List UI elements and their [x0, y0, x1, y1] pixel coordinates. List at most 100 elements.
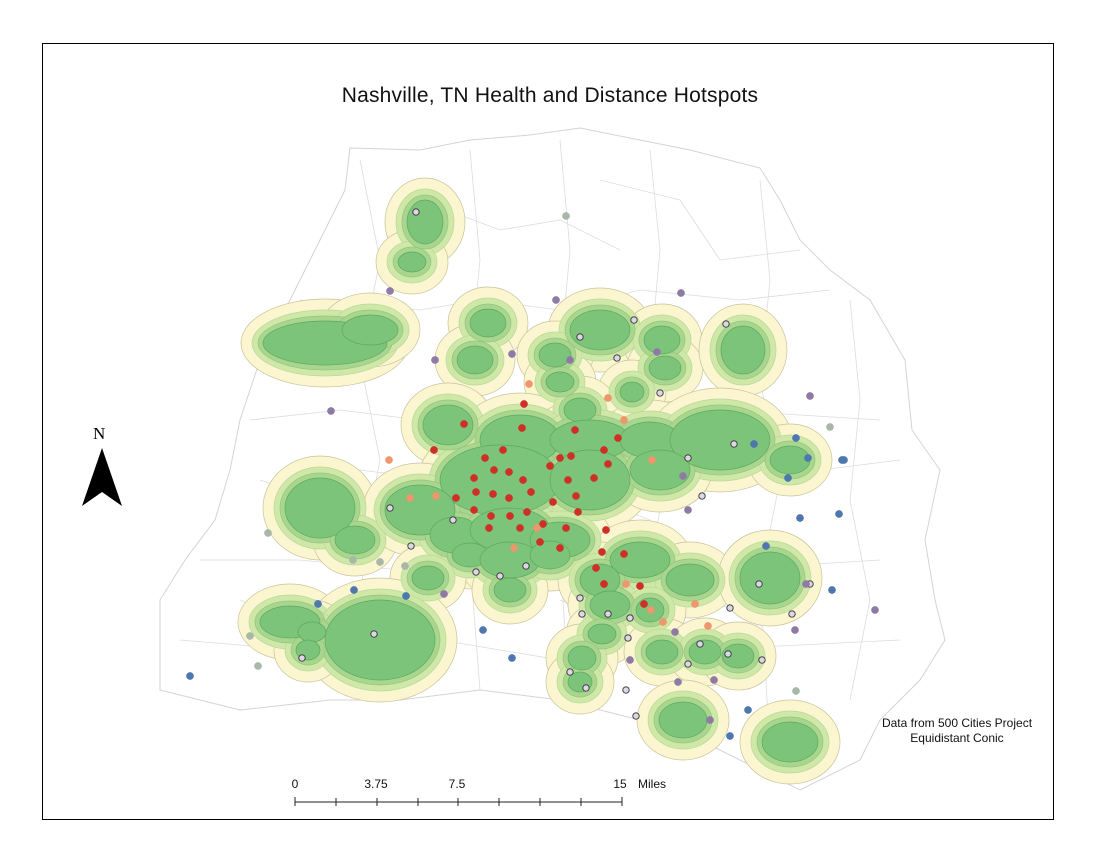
data-point-marker	[376, 558, 384, 566]
hotspot-buffer-ring	[721, 643, 755, 669]
data-point-marker	[518, 424, 526, 432]
hotspot-buffer-ring	[341, 314, 399, 346]
hotspot-buffer-ring	[648, 355, 682, 381]
hotspot-buffer-ring	[643, 325, 681, 355]
data-point-marker	[684, 660, 692, 668]
hotspot-buffer-ring	[284, 477, 356, 539]
data-point-marker	[314, 600, 322, 608]
data-point-marker	[412, 208, 420, 216]
data-point-marker	[620, 416, 628, 424]
hotspot-buffer-ring	[739, 551, 801, 605]
data-point-marker	[614, 434, 622, 442]
hotspot-buffer-ring	[658, 701, 708, 739]
data-point-marker	[401, 562, 409, 570]
data-point-marker	[449, 516, 457, 524]
data-point-marker	[481, 454, 489, 462]
data-point-marker	[505, 468, 513, 476]
data-point-marker	[432, 492, 440, 500]
data-point-marker	[604, 394, 612, 402]
data-point-marker	[684, 454, 692, 462]
data-point-marker	[828, 586, 836, 594]
data-point-marker	[506, 512, 514, 520]
data-point-marker	[691, 600, 699, 608]
data-point-marker	[696, 640, 704, 648]
data-point-marker	[496, 572, 504, 580]
hotspot-buffer-ring	[589, 590, 631, 620]
scale-tick-label: 3.75	[364, 777, 388, 791]
data-point-marker	[674, 678, 682, 686]
data-point-marker	[659, 618, 667, 626]
data-point-marker	[792, 434, 800, 442]
data-point-marker	[186, 672, 194, 680]
hotspot-buffer-ring	[493, 577, 527, 603]
hotspot-buffer-ring	[619, 381, 645, 403]
hotspot-buffer-ring	[538, 342, 572, 368]
data-point-marker	[804, 454, 812, 462]
data-point-marker	[755, 580, 763, 588]
data-point-marker	[533, 524, 541, 532]
data-point-marker	[407, 542, 415, 550]
hotspot-buffer-ring	[297, 621, 327, 643]
data-point-marker	[656, 389, 664, 397]
data-point-marker	[350, 586, 358, 594]
data-point-marker	[677, 289, 685, 297]
scale-tick-label: 0	[291, 777, 299, 791]
data-point-marker	[527, 488, 535, 496]
hotspot-buffer-ring	[761, 721, 819, 763]
hotspot-buffer-ring	[545, 371, 575, 393]
data-point-marker	[516, 524, 524, 532]
data-point-marker	[525, 380, 533, 388]
data-point-marker	[349, 556, 357, 564]
data-point-marker	[576, 333, 584, 341]
data-point-marker	[485, 524, 493, 532]
data-point-marker	[744, 706, 752, 714]
data-point-marker	[460, 420, 468, 428]
data-point-marker	[598, 548, 606, 556]
data-point-marker	[632, 712, 640, 720]
data-point-marker	[546, 462, 554, 470]
data-point-marker	[520, 400, 528, 408]
hotspot-buffer-ring	[609, 541, 671, 579]
hotspot-buffer-ring	[569, 309, 631, 351]
data-point-marker	[490, 466, 498, 474]
hotspot-buffer-ring	[406, 199, 444, 245]
data-point-marker	[246, 632, 254, 640]
data-point-marker	[566, 356, 574, 364]
data-point-marker	[562, 212, 570, 220]
data-point-marker	[519, 476, 527, 484]
data-point-marker	[327, 407, 335, 415]
data-point-marker	[556, 544, 564, 552]
projection-label: Equidistant Conic	[910, 731, 1004, 745]
data-point-marker	[508, 654, 516, 662]
data-point-marker	[671, 628, 679, 636]
data-point-marker	[796, 514, 804, 522]
data-point-marker	[406, 494, 414, 502]
hotspot-buffer-ring	[688, 639, 722, 665]
hotspot-buffer-ring	[411, 565, 445, 591]
data-point-marker	[385, 456, 393, 464]
hotspot-buffer-ring	[324, 599, 436, 681]
data-point-marker	[472, 568, 480, 576]
hotspot-buffer-ring	[469, 308, 507, 338]
data-point-marker	[562, 524, 570, 532]
data-point-marker	[452, 494, 460, 502]
north-arrow-icon	[82, 448, 122, 506]
data-point-marker	[574, 508, 582, 516]
data-point-marker	[710, 676, 718, 684]
hotspot-buffer-ring	[422, 404, 474, 446]
data-point-marker	[479, 626, 487, 634]
data-point-marker	[624, 634, 632, 642]
data-point-marker	[840, 456, 848, 464]
data-point-marker	[522, 562, 530, 570]
data-point-marker	[706, 716, 714, 724]
data-point-marker	[626, 656, 634, 664]
county-boundary	[159, 127, 946, 791]
data-point-marker	[582, 684, 590, 692]
hotspot-buffer-ring	[397, 251, 427, 273]
data-point-marker	[788, 610, 796, 618]
data-point-marker	[472, 488, 480, 496]
data-point-marker	[298, 654, 306, 662]
data-point-marker	[791, 626, 799, 634]
north-arrow-label: N	[93, 424, 106, 443]
data-point-marker	[487, 512, 495, 520]
